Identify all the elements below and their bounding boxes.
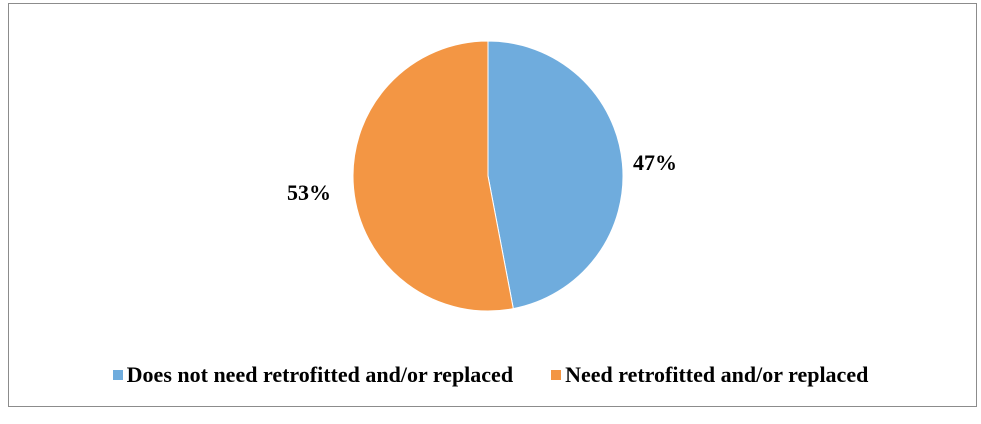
legend-label-need: Need retrofitted and/or replaced (565, 362, 869, 387)
legend-item-does-not-need: Does not need retrofitted and/or replace… (112, 362, 514, 388)
legend: Does not need retrofitted and/or replace… (0, 362, 981, 388)
legend-swatch-blue (112, 370, 123, 380)
legend-item-need: Need retrofitted and/or replaced (551, 362, 868, 388)
pie-slice-1 (352, 40, 514, 312)
legend-swatch-orange (551, 370, 562, 380)
pie-data-labels: 47% 53% (287, 150, 677, 205)
pie-data-label-0: 47% (633, 150, 677, 175)
legend-label-does-not-need: Does not need retrofitted and/or replace… (126, 362, 514, 387)
pie-data-label-1: 53% (287, 180, 331, 205)
pie-slice-0 (487, 40, 624, 310)
pie-slices (352, 40, 624, 312)
